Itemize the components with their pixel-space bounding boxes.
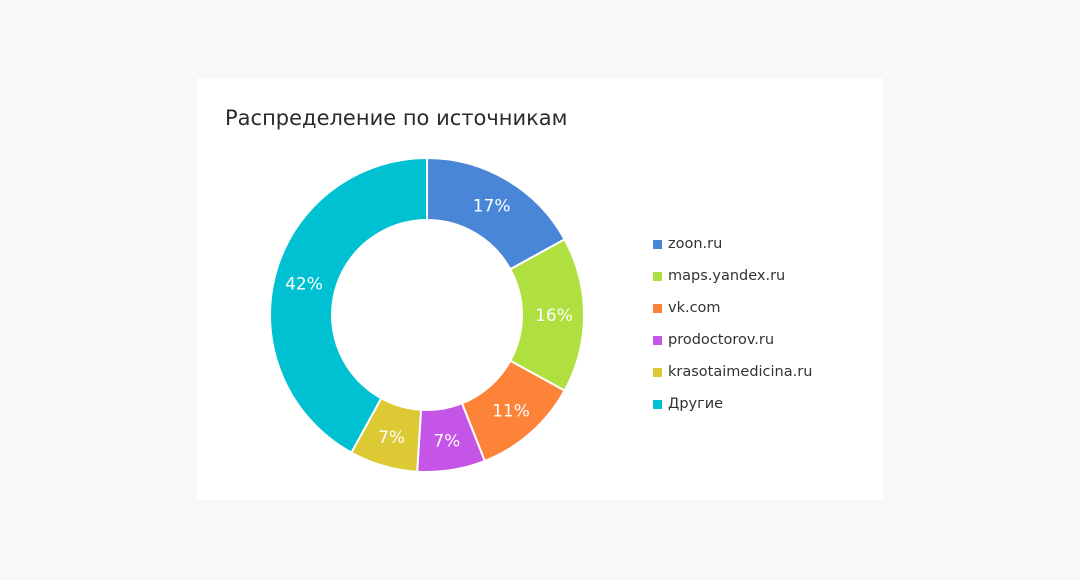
legend-swatch — [653, 335, 662, 345]
legend: zoon.ru maps.yandex.ru vk.com prodoctorov.r… — [653, 228, 812, 420]
legend-item: prodoctorov.ru — [653, 324, 812, 356]
data-label: 42% — [285, 274, 323, 294]
legend-swatch — [653, 239, 662, 249]
donut-chart: 17% 16% 11% 7% 7% 42% — [269, 156, 585, 473]
data-label: 16% — [535, 306, 573, 326]
legend-label: vk.com — [668, 300, 721, 316]
data-label: 7% — [433, 431, 460, 451]
data-label: 11% — [492, 401, 530, 421]
chart-card: Распределение по источникам 17% 16% 11% 7% 7… — [197, 78, 883, 500]
legend-label: zoon.ru — [668, 236, 723, 252]
legend-swatch — [653, 303, 662, 313]
legend-item: maps.yandex.ru — [653, 260, 812, 292]
data-label: 7% — [378, 428, 405, 448]
data-label: 17% — [473, 197, 511, 217]
slice-5 — [269, 156, 428, 454]
legend-label: maps.yandex.ru — [668, 268, 786, 284]
legend-label: prodoctorov.ru — [668, 332, 775, 348]
legend-label: Другие — [668, 396, 724, 412]
legend-item: krasotaimedicina.ru — [653, 356, 812, 388]
legend-item: zoon.ru — [653, 228, 812, 260]
legend-swatch — [653, 271, 662, 281]
legend-swatch — [653, 367, 662, 377]
legend-swatch — [653, 399, 662, 409]
chart-title: Распределение по источникам — [225, 106, 568, 130]
legend-item: Другие — [653, 388, 812, 420]
legend-label: krasotaimedicina.ru — [668, 364, 813, 380]
legend-item: vk.com — [653, 292, 812, 324]
